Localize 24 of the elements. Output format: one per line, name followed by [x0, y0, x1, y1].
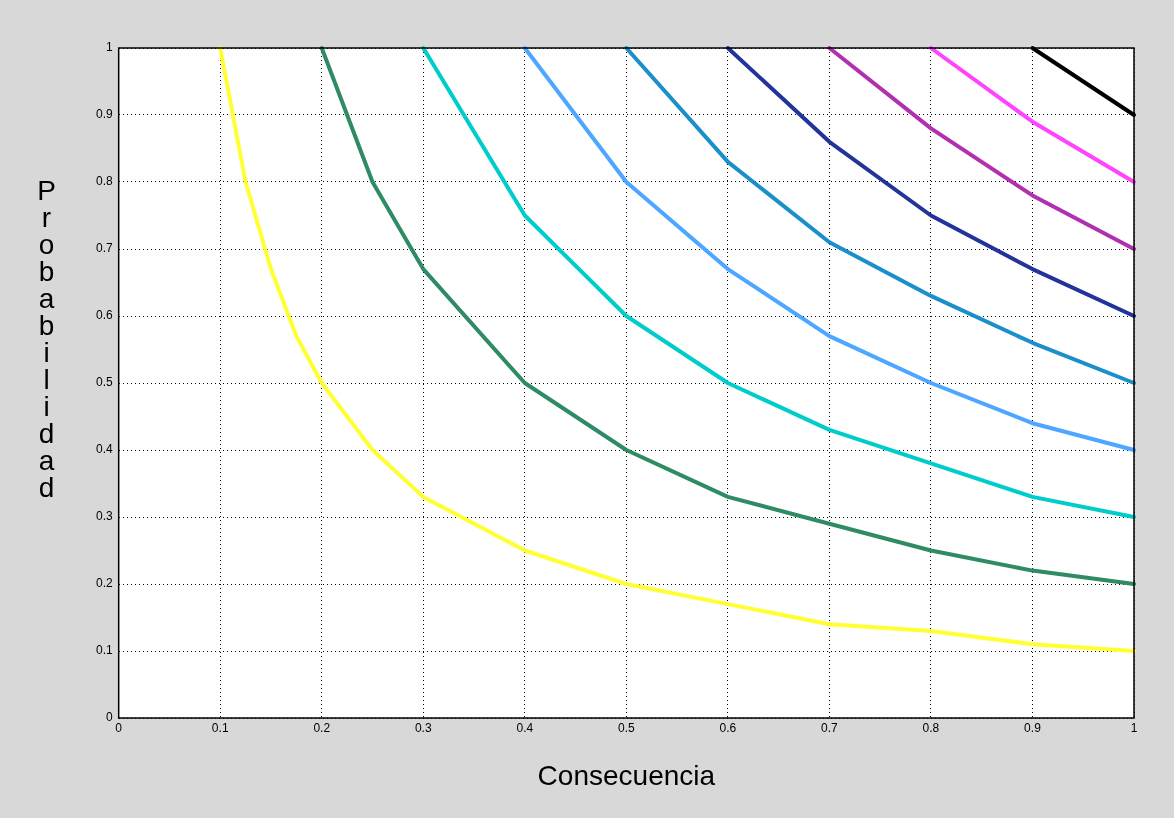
y-axis-title: Probabilidad	[30, 175, 62, 499]
y-tick-label: 1	[105, 40, 113, 55]
y-tick-label: 0.9	[95, 107, 113, 122]
y-tick-label: 0.4	[95, 442, 113, 457]
x-axis-title: Consecuencia	[537, 759, 716, 791]
y-tick-label: 0	[105, 710, 113, 725]
y-tick-label: 0.7	[95, 241, 113, 256]
y-tick-label: 0.6	[95, 308, 113, 323]
y-tick-label: 0.8	[95, 174, 113, 189]
x-tick-label: 0.7	[821, 720, 839, 735]
x-tick-label: 0.2	[313, 720, 331, 735]
x-tick-label: 0.6	[719, 720, 737, 735]
y-tick-label: 0.3	[95, 509, 113, 524]
x-tick-label: 0.5	[618, 720, 635, 735]
x-tick-label: 0.3	[414, 720, 432, 735]
y-tick-label: 0.5	[95, 375, 113, 390]
y-tick-label: 0.2	[95, 576, 113, 591]
x-tick-label: 0.4	[516, 720, 534, 735]
x-tick-label: 0	[115, 720, 123, 735]
y-tick-label: 0.1	[95, 643, 113, 658]
x-tick-label: 0.8	[922, 720, 940, 735]
x-tick-label: 0.9	[1024, 720, 1042, 735]
x-tick-label: 0.1	[211, 720, 229, 735]
x-tick-label: 1	[1130, 720, 1138, 735]
